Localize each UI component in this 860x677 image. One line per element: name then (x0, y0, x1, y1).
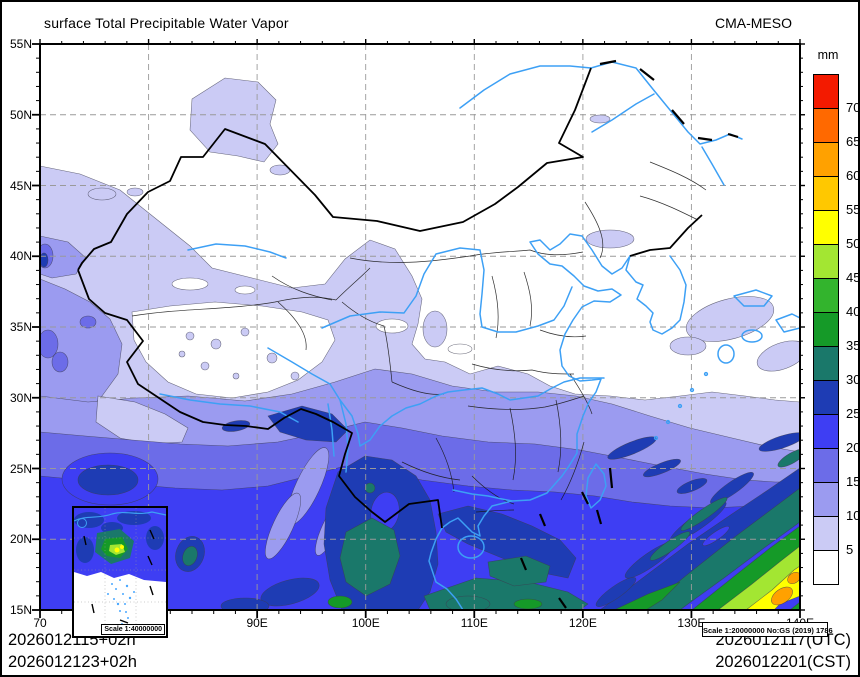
y-tick-label: 55N (9, 37, 32, 51)
x-tick-label: 130E (677, 616, 706, 630)
page-title: surface Total Precipitable Water Vapor (44, 15, 289, 31)
colorbar-cell (813, 312, 839, 347)
valid-time-cst: 2026012201(CST) (715, 653, 851, 671)
rivers (159, 61, 743, 502)
colorbar-tick-label: 25 (846, 406, 860, 421)
colorbar-tick-label: 10 (846, 508, 860, 523)
colorbar-cell (813, 108, 839, 143)
colorbar-tick-label: 45 (846, 270, 860, 285)
colorbar-cell (813, 516, 839, 551)
y-tick-label: 50N (9, 107, 32, 122)
x-tick-label: 100E (351, 616, 380, 630)
colorbar-tick-label: 5 (846, 542, 854, 557)
colorbar-tick-label: 20 (846, 440, 860, 455)
colorbar-cell (813, 278, 839, 313)
x-tick-label: 110E (460, 616, 488, 630)
colorbar-cell (813, 244, 839, 279)
y-tick-label: 20N (9, 532, 32, 547)
y-tick-label: 45N (9, 178, 32, 193)
colorbar-tick-label: 30 (846, 372, 860, 387)
x-tick-label: 70 (33, 616, 47, 630)
colorbar-cell (813, 414, 839, 449)
map-plot: Scale 1:40000000 Scale 1:20000000 No:GS … (30, 34, 833, 638)
y-tick-label: 25N (9, 461, 32, 476)
x-tick-label: 120E (568, 616, 597, 630)
inset-scale-label: Scale 1:40000000 (101, 624, 165, 635)
run-time-cst: 2026012123+02h (8, 653, 137, 671)
model-label: CMA-MESO (715, 15, 792, 31)
coastlines (428, 233, 800, 610)
colorbar-cell (813, 482, 839, 517)
map-canvas (32, 39, 805, 618)
colorbar-tick-label: 15 (846, 474, 860, 489)
colorbar-cell (813, 550, 839, 585)
x-tick-label: 90E (246, 616, 268, 630)
y-tick-label: 30N (9, 390, 32, 405)
colorbar-tick-label: 60 (846, 168, 860, 183)
national-boundary (77, 67, 703, 529)
inset-canvas (74, 508, 166, 636)
colorbar-cell (813, 74, 839, 109)
colorbar-cell (813, 448, 839, 483)
y-tick-label: 15N (9, 603, 32, 617)
colorbar-cell (813, 380, 839, 415)
colorbar-cell (813, 346, 839, 381)
inset-map: Scale 1:40000000 (72, 506, 168, 638)
y-tick-label: 40N (9, 249, 32, 264)
y-tick-label: 35N (9, 320, 32, 334)
colorbar-cell (813, 176, 839, 211)
colorbar-tick-label: 55 (846, 202, 860, 217)
contour-field (40, 44, 800, 610)
province-boundaries (131, 161, 707, 513)
map-scale-label: Scale 1:20000000 No:GS (2019) 1786 (702, 622, 833, 637)
colorbar-tick-label: 70 (846, 100, 860, 115)
colorbar-tick-label: 40 (846, 304, 860, 319)
colorbar: mm 70 65 60 55 50 45 40 35 30 25 20 15 10 5 (813, 48, 860, 585)
colorbar-cell (813, 210, 839, 245)
colorbar-cell (813, 142, 839, 177)
colorbar-unit-label: mm (817, 48, 839, 62)
axis-ticks (32, 39, 805, 618)
colorbar-cells: 70 65 60 55 50 45 40 35 30 25 20 15 10 5 (813, 74, 860, 585)
colorbar-tick-label: 35 (846, 338, 860, 353)
dash-boundary-marks (519, 59, 739, 609)
colorbar-tick-label: 65 (846, 134, 860, 149)
colorbar-tick-label: 50 (846, 236, 860, 251)
